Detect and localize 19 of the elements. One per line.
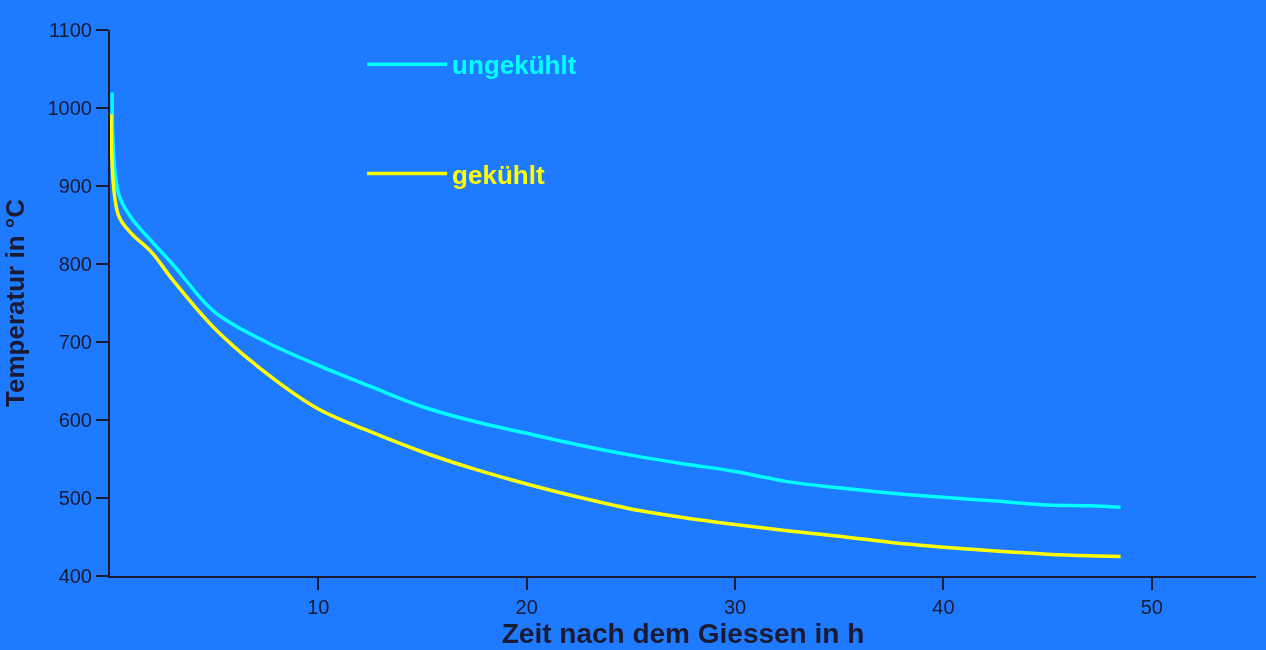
x-axis-title: Zeit nach dem Giessen in h <box>501 618 865 649</box>
y-tick-label: 500 <box>58 487 92 509</box>
x-tick-label: 10 <box>307 596 330 618</box>
line-series <box>110 90 1123 510</box>
x-tick-label: 20 <box>515 596 538 618</box>
legend-label: gekühlt <box>452 159 545 190</box>
y-tick-label: 600 <box>58 409 92 431</box>
y-tick-label: 1000 <box>47 97 92 119</box>
x-tick-label: 30 <box>723 596 747 618</box>
x-tick-label: 40 <box>932 596 955 618</box>
y-tick-label: 400 <box>58 565 92 587</box>
y-tick-label: 900 <box>58 175 92 197</box>
legend-label: ungekühlt <box>452 50 577 81</box>
x-tick-label: 50 <box>1140 596 1163 618</box>
y-axis-title: Temperatur in °C <box>0 198 31 407</box>
y-tick-label: 700 <box>58 331 92 353</box>
y-tick-label: 1100 <box>48 19 92 41</box>
y-tick-label: 800 <box>58 253 92 275</box>
line-series <box>110 112 1123 559</box>
